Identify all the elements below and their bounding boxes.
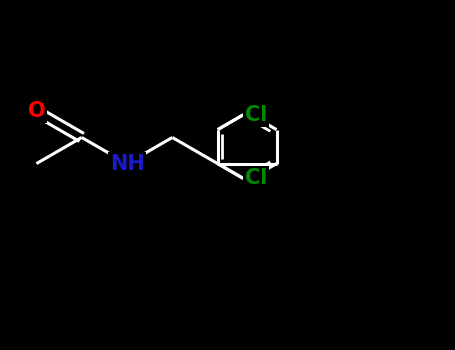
- Text: NH: NH: [110, 154, 144, 174]
- Text: Cl: Cl: [245, 105, 267, 125]
- Text: O: O: [28, 101, 45, 121]
- Text: Cl: Cl: [245, 168, 267, 188]
